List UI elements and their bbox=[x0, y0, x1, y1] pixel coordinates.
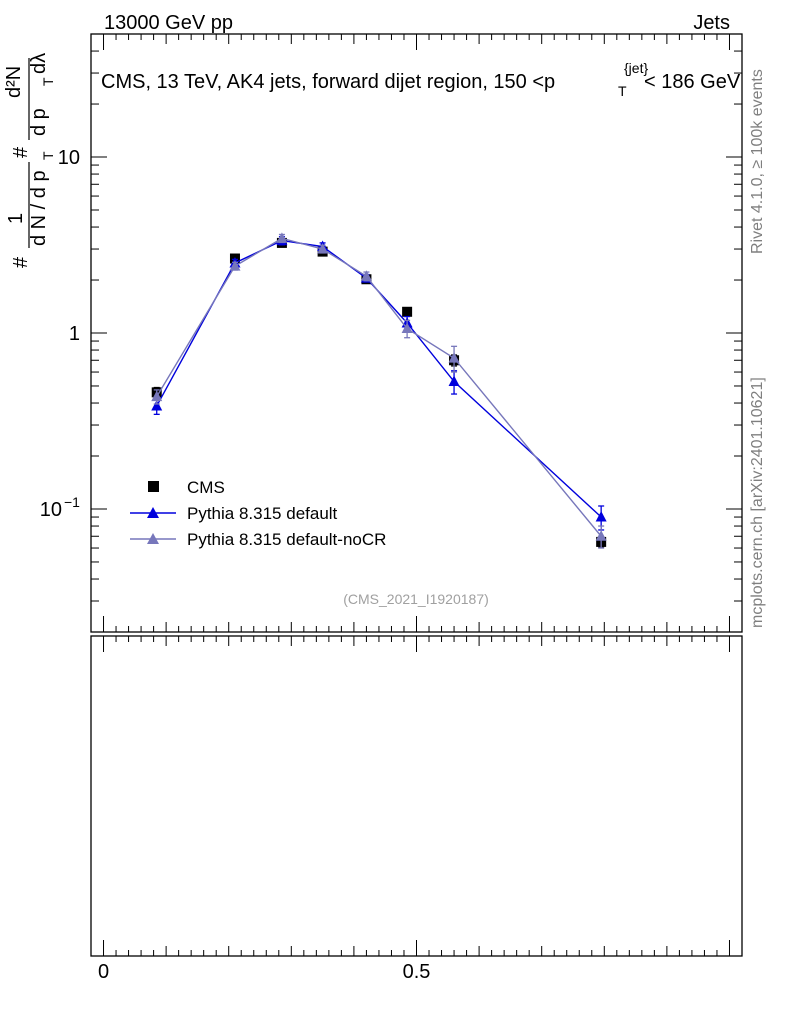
ylabel-denominator: d N / d p bbox=[28, 170, 50, 246]
data-series bbox=[151, 232, 607, 549]
data-point bbox=[595, 511, 607, 522]
data-point bbox=[595, 530, 607, 541]
data-point bbox=[448, 352, 460, 363]
data-point bbox=[448, 375, 460, 387]
analysis-id: (CMS_2021_I1920187) bbox=[343, 591, 489, 607]
y-axis-label: # 1 d N / d p T # d²N d p T dλ bbox=[3, 53, 56, 268]
data-point bbox=[402, 306, 413, 317]
data-point bbox=[229, 260, 241, 271]
ylabel-numerator: d²N bbox=[3, 66, 25, 98]
chart-title-main: CMS, 13 TeV, AK4 jets, forward dijet reg… bbox=[101, 71, 555, 93]
series-0 bbox=[151, 237, 607, 548]
chart-title-end: < 186 GeV bbox=[644, 71, 741, 93]
ylabel-hash-1: # bbox=[10, 256, 32, 268]
y-tick-label: 1 bbox=[69, 323, 80, 345]
data-point bbox=[151, 399, 163, 411]
header-left: 13000 GeV pp bbox=[104, 12, 233, 34]
y-tick-label: 10 bbox=[40, 499, 62, 521]
y-tick-label-exponent: −1 bbox=[64, 494, 80, 510]
rivet-version-label: Rivet 4.1.0, ≥ 100k events bbox=[749, 69, 766, 254]
x-tick-label: 0 bbox=[98, 961, 109, 983]
legend-marker-pythia-default bbox=[147, 507, 159, 518]
legend-label-pythia-default: Pythia 8.315 default bbox=[187, 504, 338, 523]
series-line bbox=[156, 237, 602, 537]
data-point bbox=[360, 270, 372, 281]
legend-label-pythia-nocr: Pythia 8.315 default-noCR bbox=[187, 530, 386, 549]
x-axis-ticks: 0 0.5 bbox=[98, 34, 730, 983]
header-right: Jets bbox=[693, 12, 730, 34]
ylabel-numerator-2-sub: T bbox=[40, 77, 56, 86]
ylabel-denominator-sub: T bbox=[40, 151, 56, 160]
ratio-plot-frame bbox=[90, 635, 743, 957]
data-point bbox=[401, 322, 413, 334]
ylabel-numerator-2: d p bbox=[28, 108, 50, 136]
legend: CMS Pythia 8.315 default Pythia 8.315 de… bbox=[130, 478, 386, 549]
legend-label-cms: CMS bbox=[187, 478, 225, 497]
series-2 bbox=[151, 232, 607, 549]
ylabel-dlambda: dλ bbox=[28, 53, 50, 74]
legend-marker-pythia-nocr bbox=[147, 533, 159, 544]
mcplots-label: mcplots.cern.ch [arXiv:2401.10621] bbox=[749, 377, 766, 628]
data-point bbox=[151, 390, 163, 402]
ylabel-one: 1 bbox=[5, 213, 27, 224]
ylabel-hash-2: # bbox=[10, 146, 32, 158]
x-tick-label: 0.5 bbox=[403, 961, 431, 983]
series-line bbox=[156, 239, 602, 518]
data-point bbox=[276, 232, 288, 243]
chart-title-subscript: T bbox=[618, 83, 627, 99]
y-tick-label: 10 bbox=[58, 147, 80, 169]
data-point bbox=[317, 243, 329, 254]
chart-title: CMS, 13 TeV, AK4 jets, forward dijet reg… bbox=[101, 71, 555, 93]
legend-marker-cms bbox=[148, 481, 159, 492]
chart-title-superscript: {jet} bbox=[624, 60, 648, 76]
